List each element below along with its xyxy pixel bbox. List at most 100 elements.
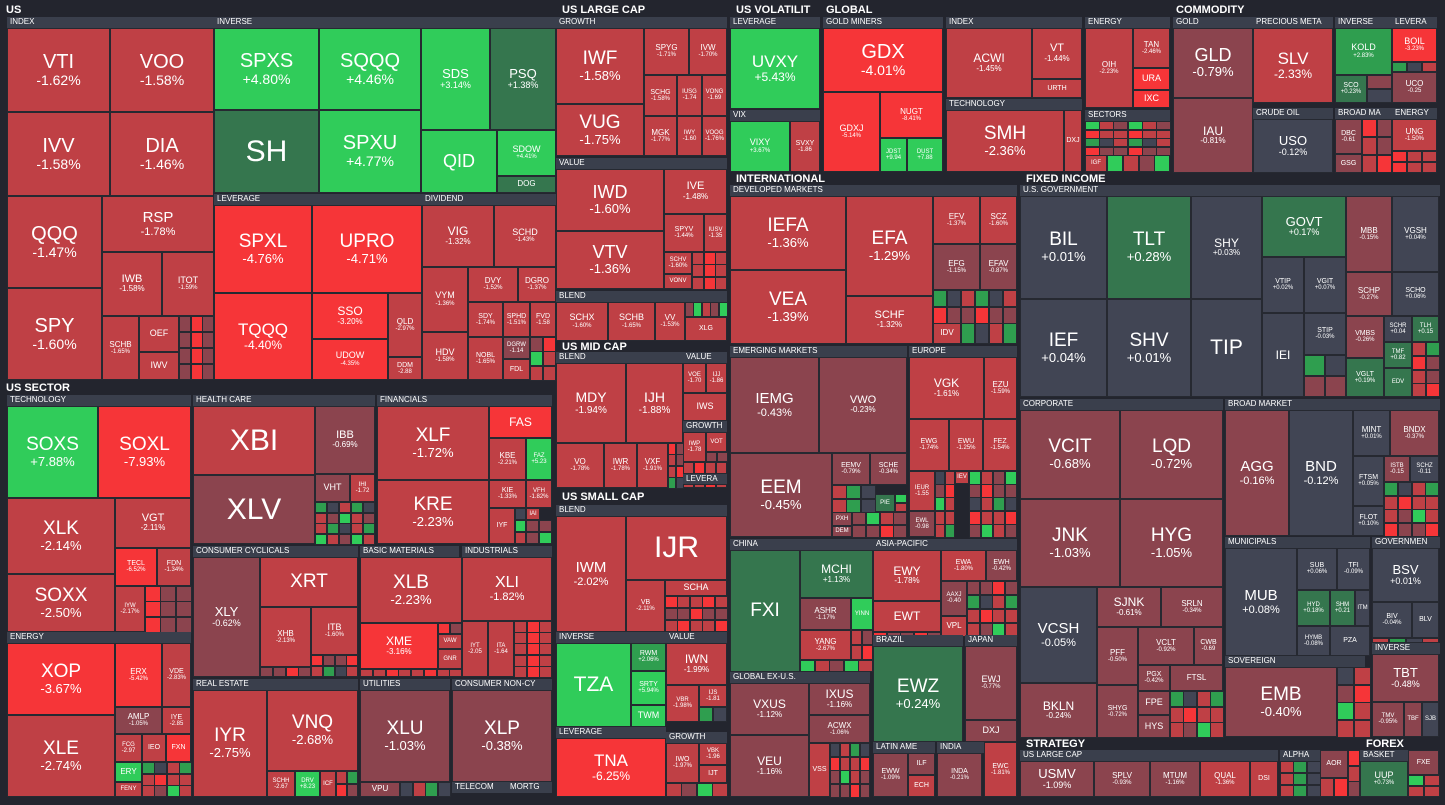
mini-tile[interactable] [668,454,676,466]
mini-tile[interactable] [969,511,981,525]
mini-tile[interactable] [543,366,556,381]
tile-schp[interactable]: SCHP -0.27% [1346,272,1392,316]
mini-tile[interactable] [981,511,993,525]
tile-vpu[interactable]: VPU [360,782,400,797]
mini-tile[interactable] [1408,786,1424,797]
mini-tile[interactable] [1210,722,1224,738]
mini-tile[interactable] [967,581,980,595]
tile-xlk[interactable]: XLK -2.14% [7,498,115,574]
tile-ijj[interactable]: IJJ -1.86 [706,363,727,393]
mini-tile[interactable] [981,484,993,498]
tile-udow[interactable]: UDOW -4.35% [312,339,388,380]
mini-tile[interactable] [1392,151,1407,162]
mini-tile[interactable] [515,532,526,544]
mini-tile[interactable] [363,523,375,534]
tile-hyg[interactable]: HYG -1.05% [1120,499,1223,587]
mini-tile[interactable] [989,290,1003,307]
tile-iwm[interactable]: IWM -2.02% [556,516,626,632]
mini-tile[interactable] [860,784,870,798]
mini-tile[interactable] [860,770,870,784]
mini-tile[interactable] [893,525,907,538]
mini-tile[interactable] [850,770,860,784]
mini-tile[interactable] [346,655,358,666]
tile-itot[interactable]: ITOT -1.59% [162,252,214,316]
tile-mub[interactable]: MUB +0.08% [1225,548,1297,656]
mini-tile[interactable] [681,783,697,797]
mini-tile[interactable] [1426,356,1440,370]
tile-fas[interactable]: FAS [489,406,552,438]
tile-schv[interactable]: SCHV -1.60% [664,252,692,274]
mini-tile[interactable] [1337,720,1354,738]
mini-tile[interactable] [862,630,873,645]
mini-tile[interactable] [710,302,719,317]
mini-tile[interactable] [1280,761,1294,773]
mini-tile[interactable] [202,332,214,348]
tile-mdy[interactable]: MDY -1.94% [556,363,626,443]
tile-tmv[interactable]: TMV -0.95% [1372,702,1404,737]
mini-tile[interactable] [677,608,690,620]
tile-amlp[interactable]: AMLP -1.05% [115,707,162,734]
mini-tile[interactable] [1154,155,1170,172]
mini-tile[interactable] [846,485,861,499]
mini-tile[interactable] [347,784,358,797]
mini-tile[interactable] [202,316,214,332]
tile-sjnk[interactable]: SJNK -0.61% [1097,587,1161,627]
mini-tile[interactable] [861,485,876,499]
mini-tile[interactable] [1354,685,1371,703]
tile-srty[interactable]: SRTY +5.94% [631,671,666,705]
tile-yang[interactable]: YANG -2.67% [800,630,851,660]
mini-tile[interactable] [830,757,840,771]
tile-vig[interactable]: VIG -1.32% [422,205,494,267]
tile-ewt[interactable]: EWT [873,601,941,632]
tile-fxn[interactable]: FXN [166,734,191,762]
mini-tile[interactable] [347,771,358,784]
mini-tile[interactable] [154,762,167,774]
mini-tile[interactable] [1005,524,1017,538]
mini-tile[interactable] [160,586,176,602]
tile-gsg[interactable]: GSG [1335,154,1362,173]
tile-schf[interactable]: SCHF -1.32% [846,296,933,344]
mini-tile[interactable] [351,523,363,534]
mini-tile[interactable] [1377,119,1392,137]
mini-tile[interactable] [989,307,1003,324]
tile-yinn[interactable]: YINN [851,598,873,630]
mini-tile[interactable] [1307,773,1321,785]
tile-aaxj[interactable]: AAXJ -0.40 [941,581,967,616]
mini-tile[interactable] [945,484,955,498]
mini-tile[interactable] [530,337,543,352]
mini-tile[interactable] [858,660,873,672]
tile-uup[interactable]: UUP +0.73% [1360,761,1408,797]
tile-gnr[interactable]: GNR [438,649,462,669]
mini-tile[interactable] [692,277,704,290]
mini-tile[interactable] [1197,707,1211,723]
mini-tile[interactable] [1304,355,1325,376]
tile-igf[interactable]: IGF [1085,155,1107,172]
tile-ijh[interactable]: IJH -1.88% [626,363,683,443]
tile-itm[interactable]: ITM [1355,590,1370,626]
tile-slv[interactable]: SLV -2.33% [1253,28,1333,103]
tile-schg[interactable]: SCHG -1.58% [644,75,677,116]
mini-tile[interactable] [1398,509,1412,523]
tile-eem[interactable]: EEM -0.45% [730,453,832,537]
tile-ivw[interactable]: IVW -1.70% [689,28,727,75]
tile-fpe[interactable]: FPE [1138,691,1170,715]
tile-dvy[interactable]: DVY -1.52% [468,267,518,302]
mini-tile[interactable] [935,497,945,511]
tile-soxx[interactable]: SOXX -2.50% [7,574,115,632]
tile-vtv[interactable]: VTV -1.36% [556,231,664,289]
mini-tile[interactable] [717,452,728,462]
mini-tile[interactable] [179,364,191,380]
mini-tile[interactable] [945,497,955,511]
mini-tile[interactable] [1005,497,1017,511]
mini-tile[interactable] [346,666,358,677]
tile-ewl[interactable]: EWL -0.98 [909,511,935,537]
mini-tile[interactable] [1408,775,1424,786]
mini-tile[interactable] [1005,511,1017,525]
tile-stip[interactable]: STIP -0.03% [1304,313,1346,355]
mini-tile[interactable] [315,534,327,545]
mini-tile[interactable] [179,762,192,774]
mini-tile[interactable] [702,596,715,608]
tile-ddm[interactable]: DDM -2.88 [388,357,422,380]
mini-tile[interactable] [1407,162,1422,173]
mini-tile[interactable] [1384,482,1398,496]
